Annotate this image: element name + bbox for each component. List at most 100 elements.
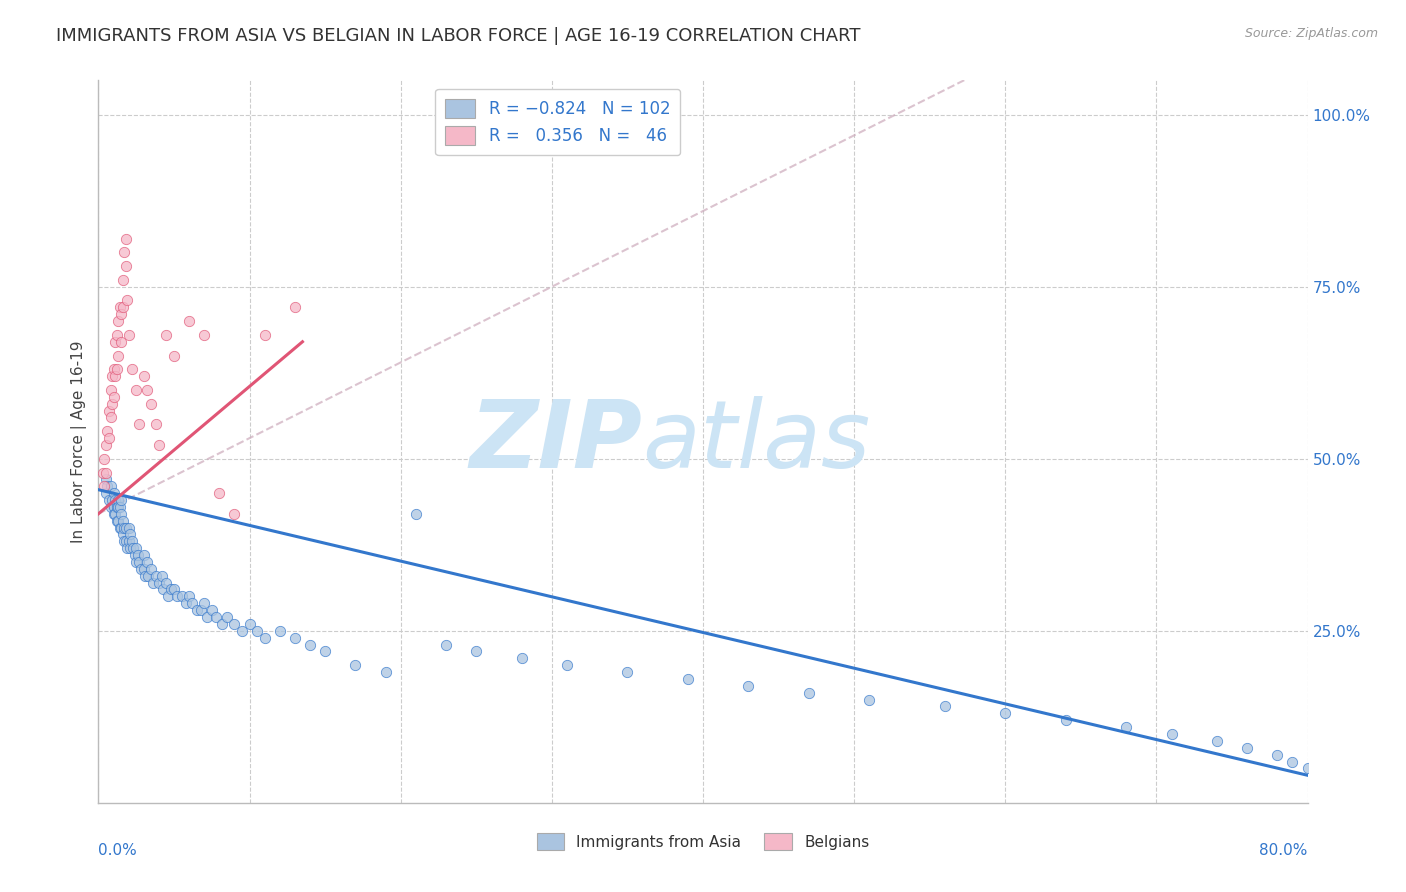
Point <box>224 616 246 631</box>
Point <box>163 349 186 363</box>
Point <box>145 568 167 582</box>
Point <box>124 548 146 562</box>
Point <box>148 438 170 452</box>
Point <box>179 590 201 604</box>
Point <box>93 451 115 466</box>
Point <box>434 638 457 652</box>
Point <box>103 507 125 521</box>
Point <box>797 686 820 700</box>
Point <box>107 514 129 528</box>
Point <box>128 417 150 432</box>
Point <box>374 665 396 679</box>
Point <box>101 493 124 508</box>
Point <box>107 314 129 328</box>
Point <box>253 327 276 342</box>
Point <box>110 493 132 508</box>
Point <box>118 534 141 549</box>
Point <box>284 301 307 315</box>
Point <box>284 631 307 645</box>
Point <box>125 541 148 556</box>
Point <box>110 507 132 521</box>
Point <box>100 479 122 493</box>
Point <box>91 466 114 480</box>
Point <box>510 651 533 665</box>
Point <box>132 369 155 384</box>
Point <box>101 369 124 384</box>
Point <box>107 349 129 363</box>
Point <box>155 327 177 342</box>
Point <box>128 555 150 569</box>
Point <box>1296 761 1319 775</box>
Point <box>1267 747 1289 762</box>
Point <box>208 486 231 500</box>
Y-axis label: In Labor Force | Age 16-19: In Labor Force | Age 16-19 <box>72 340 87 543</box>
Point <box>104 507 127 521</box>
Point <box>105 514 128 528</box>
Point <box>181 596 204 610</box>
Point <box>125 383 148 397</box>
Point <box>111 301 134 315</box>
Point <box>179 314 201 328</box>
Point <box>121 534 143 549</box>
Point <box>96 424 118 438</box>
Point <box>1236 740 1258 755</box>
Point <box>98 431 121 445</box>
Point <box>107 493 129 508</box>
Point <box>114 259 136 273</box>
Point <box>114 534 136 549</box>
Point <box>112 520 135 534</box>
Point <box>155 575 177 590</box>
Point <box>96 479 118 493</box>
Point <box>111 273 134 287</box>
Point <box>163 582 186 597</box>
Point <box>132 548 155 562</box>
Point <box>129 562 152 576</box>
Text: IMMIGRANTS FROM ASIA VS BELGIAN IN LABOR FORCE | AGE 16-19 CORRELATION CHART: IMMIGRANTS FROM ASIA VS BELGIAN IN LABOR… <box>56 27 860 45</box>
Point <box>405 507 427 521</box>
Point <box>122 541 145 556</box>
Point <box>100 410 122 425</box>
Point <box>104 493 127 508</box>
Text: 0.0%: 0.0% <box>98 843 138 857</box>
Point <box>193 327 215 342</box>
Point <box>858 692 880 706</box>
Point <box>141 397 163 411</box>
Point <box>246 624 269 638</box>
Point <box>934 699 956 714</box>
Point <box>465 644 488 658</box>
Point <box>170 590 193 604</box>
Point <box>676 672 699 686</box>
Text: ZIP: ZIP <box>470 395 643 488</box>
Point <box>231 624 253 638</box>
Point <box>103 500 125 514</box>
Point <box>299 638 322 652</box>
Point <box>205 610 228 624</box>
Point <box>125 555 148 569</box>
Point <box>108 500 131 514</box>
Point <box>269 624 291 638</box>
Point <box>112 245 135 260</box>
Point <box>344 658 367 673</box>
Point <box>104 369 127 384</box>
Point <box>136 568 159 582</box>
Point <box>121 362 143 376</box>
Point <box>105 327 128 342</box>
Point <box>111 527 134 541</box>
Point <box>110 520 132 534</box>
Point <box>94 472 117 486</box>
Point <box>94 466 117 480</box>
Point <box>118 327 141 342</box>
Point <box>107 500 129 514</box>
Point <box>156 590 179 604</box>
Point <box>112 534 135 549</box>
Point <box>110 334 132 349</box>
Point <box>103 486 125 500</box>
Point <box>132 562 155 576</box>
Text: atlas: atlas <box>643 396 870 487</box>
Point <box>111 514 134 528</box>
Point <box>115 293 138 308</box>
Point <box>314 644 336 658</box>
Point <box>105 362 128 376</box>
Point <box>193 596 215 610</box>
Point <box>150 568 173 582</box>
